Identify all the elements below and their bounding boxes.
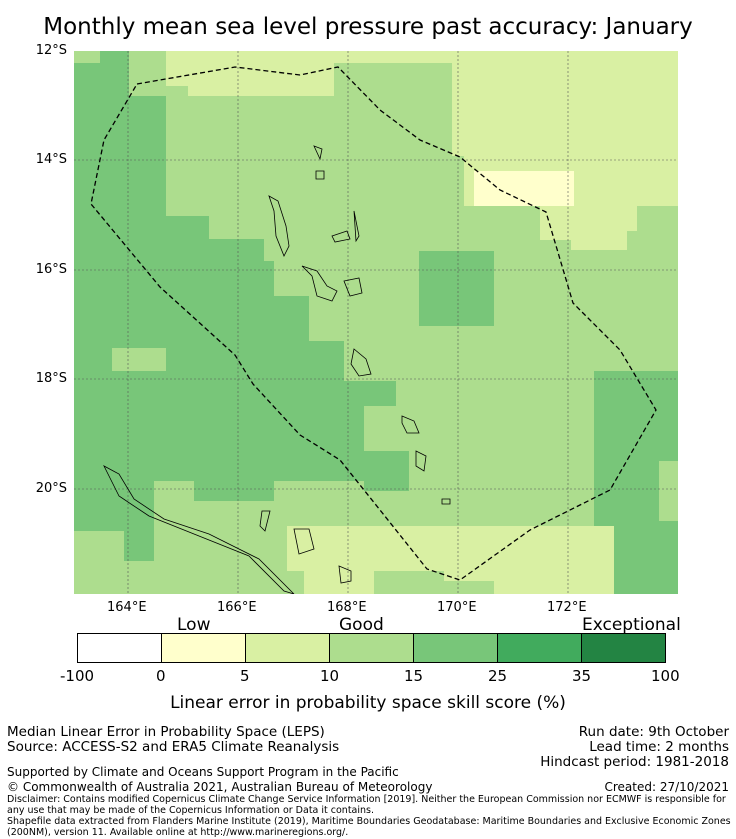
- skill-region-patch: [112, 348, 166, 371]
- footer-support: Supported by Climate and Oceans Support …: [7, 765, 399, 779]
- footer-hindcast: Hindcast period: 1981-2018: [540, 754, 729, 770]
- chart-title: Monthly mean sea level pressure past acc…: [43, 14, 693, 40]
- lat-label: 20°S: [35, 481, 67, 496]
- footer-disclaimer: Disclaimer: Contains modified Copernicus…: [7, 794, 726, 816]
- skill-region-top: [166, 51, 452, 96]
- skill-region-south: [287, 526, 614, 594]
- skill-region-west: [74, 51, 409, 561]
- skill-region-central: [419, 251, 494, 326]
- graticule: [74, 51, 678, 594]
- footer-created: Created: 27/10/2021: [604, 780, 729, 794]
- map: [74, 51, 678, 594]
- colorbar: [77, 633, 666, 663]
- footer-lead-time: Lead time: 2 months: [589, 739, 729, 755]
- colorbar-swatch: [497, 634, 581, 662]
- lat-label: 14°S: [35, 152, 67, 167]
- colorbar-tick: 0: [156, 667, 166, 685]
- coastlines: [103, 145, 451, 594]
- legend-category-good: Good: [339, 615, 384, 635]
- colorbar-tick: 5: [240, 667, 250, 685]
- colorbar-tick: -100: [60, 667, 95, 685]
- footer-source: Source: ACCESS-S2 and ERA5 Climate Reana…: [7, 739, 340, 755]
- lon-label: 166°E: [217, 600, 257, 615]
- legend-category-exceptional: Exceptional: [582, 615, 681, 635]
- footer-copyright: © Commonwealth of Australia 2021, Austra…: [7, 780, 433, 794]
- colorbar-swatch: [78, 634, 161, 662]
- eez-boundary: [90, 66, 657, 581]
- lon-label: 172°E: [547, 600, 587, 615]
- lat-label: 16°S: [35, 262, 67, 277]
- lon-label: 164°E: [107, 600, 147, 615]
- footer-shapefile: Shapefile data extracted from Flanders M…: [7, 816, 731, 838]
- lat-label: 12°S: [35, 43, 67, 58]
- colorbar-swatch: [161, 634, 245, 662]
- colorbar-tick: 100: [651, 667, 680, 685]
- colorbar-swatch: [413, 634, 497, 662]
- footer-run-date: Run date: 9th October: [578, 724, 729, 740]
- lon-label: 170°E: [437, 600, 477, 615]
- colorbar-tick: 15: [404, 667, 424, 685]
- lon-label: 168°E: [327, 600, 367, 615]
- lat-label: 18°S: [35, 371, 67, 386]
- colorbar-label: Linear error in probability space skill …: [170, 693, 566, 713]
- colorbar-swatch: [581, 634, 665, 662]
- colorbar-tick: 25: [488, 667, 508, 685]
- legend-category-low: Low: [177, 615, 211, 635]
- colorbar-tick: 10: [320, 667, 340, 685]
- colorbar-tick: 35: [572, 667, 592, 685]
- colorbar-swatch: [329, 634, 413, 662]
- footer-method: Median Linear Error in Probability Space…: [7, 724, 325, 740]
- skill-region-low: [474, 171, 574, 206]
- skill-region-east: [594, 371, 678, 594]
- colorbar-swatch: [245, 634, 329, 662]
- skill-region-sw: [74, 531, 124, 594]
